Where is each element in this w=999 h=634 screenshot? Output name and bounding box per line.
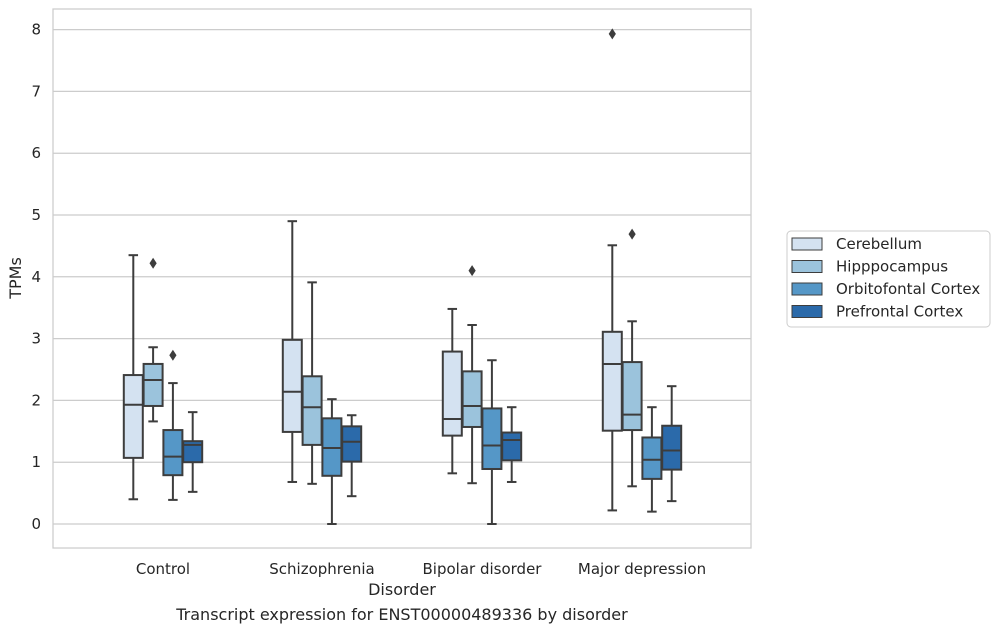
box-iqr bbox=[341, 425, 363, 463]
box-1 bbox=[301, 281, 323, 485]
box-0 bbox=[162, 349, 184, 501]
y-tick-label: 1 bbox=[31, 453, 41, 471]
legend-swatch bbox=[791, 305, 823, 318]
legend-swatch bbox=[791, 282, 823, 296]
x-tick-label: Control bbox=[136, 560, 190, 578]
series-cerebellum bbox=[122, 28, 623, 512]
box-3 bbox=[621, 228, 643, 488]
box-2 bbox=[461, 265, 483, 485]
outlier-point bbox=[468, 265, 476, 277]
outlier-point bbox=[149, 257, 157, 269]
y-tick-label: 7 bbox=[31, 82, 41, 100]
legend-item: Orbitofontal Cortex bbox=[791, 280, 980, 298]
box-iqr bbox=[601, 330, 623, 432]
box-series bbox=[122, 28, 683, 525]
series-prefrontal-cortex bbox=[182, 385, 683, 503]
box-iqr bbox=[142, 362, 164, 407]
y-tick-label: 8 bbox=[31, 21, 41, 39]
box-2 bbox=[441, 307, 463, 475]
box-0 bbox=[142, 257, 164, 423]
plot-frame bbox=[52, 8, 752, 549]
outlier-point bbox=[169, 349, 177, 361]
y-tick-label: 5 bbox=[31, 206, 41, 224]
legend: Cerebellum Hipppocampus Orbitofontal Corte… bbox=[786, 230, 991, 328]
legend-swatch bbox=[791, 260, 823, 273]
y-tick-label: 4 bbox=[31, 268, 41, 286]
box-1 bbox=[321, 398, 343, 525]
x-axis-label: Disorder bbox=[368, 580, 436, 599]
x-tick-label: Bipolar disorder bbox=[423, 560, 543, 578]
box-iqr bbox=[281, 338, 303, 433]
box-iqr bbox=[621, 361, 643, 432]
box-3 bbox=[601, 28, 623, 512]
legend-label: Orbitofontal Cortex bbox=[836, 280, 980, 298]
y-tick-label: 2 bbox=[31, 391, 41, 409]
box-0 bbox=[182, 411, 204, 493]
x-axis-ticks: Control Schizophrenia Bipolar disorder Majo… bbox=[136, 560, 706, 578]
x-tick-label: Schizophrenia bbox=[269, 560, 374, 578]
gridlines bbox=[53, 28, 751, 525]
legend-item: Cerebellum bbox=[791, 235, 922, 253]
box-2 bbox=[501, 406, 523, 483]
box-iqr bbox=[481, 407, 503, 470]
box-iqr bbox=[461, 370, 483, 428]
box-2 bbox=[481, 359, 503, 525]
box-iqr bbox=[641, 436, 663, 480]
legend-swatch bbox=[791, 237, 823, 251]
legend-label: Cerebellum bbox=[836, 235, 922, 253]
y-axis-label: TPMs bbox=[6, 257, 25, 300]
box-iqr bbox=[162, 429, 184, 477]
box-3 bbox=[661, 385, 683, 503]
legend-label: Hipppocampus bbox=[836, 258, 948, 276]
y-tick-label: 6 bbox=[31, 144, 41, 162]
series-hipppocampus bbox=[142, 228, 643, 488]
legend-item: Hipppocampus bbox=[791, 258, 948, 276]
box-iqr bbox=[122, 374, 144, 459]
x-tick-label: Major depression bbox=[578, 560, 706, 578]
figure-caption: Transcript expression for ENST0000048933… bbox=[176, 605, 628, 624]
box-iqr bbox=[301, 375, 323, 446]
box-0 bbox=[122, 254, 144, 501]
legend-item: Prefrontal Cortex bbox=[791, 303, 963, 321]
box-1 bbox=[341, 414, 363, 498]
box-iqr bbox=[182, 440, 204, 464]
outlier-point bbox=[628, 228, 636, 240]
outlier-point bbox=[608, 28, 616, 40]
y-tick-label: 0 bbox=[31, 515, 41, 533]
y-tick-label: 3 bbox=[31, 330, 41, 348]
series-orbitofontal-cortex bbox=[162, 349, 663, 525]
box-iqr bbox=[501, 431, 523, 462]
box-iqr bbox=[661, 424, 683, 471]
y-axis-ticks: 0 1 2 3 4 5 6 7 8 bbox=[31, 21, 41, 533]
legend-label: Prefrontal Cortex bbox=[836, 303, 963, 321]
box-iqr bbox=[441, 350, 463, 437]
legend-frame bbox=[786, 230, 991, 328]
